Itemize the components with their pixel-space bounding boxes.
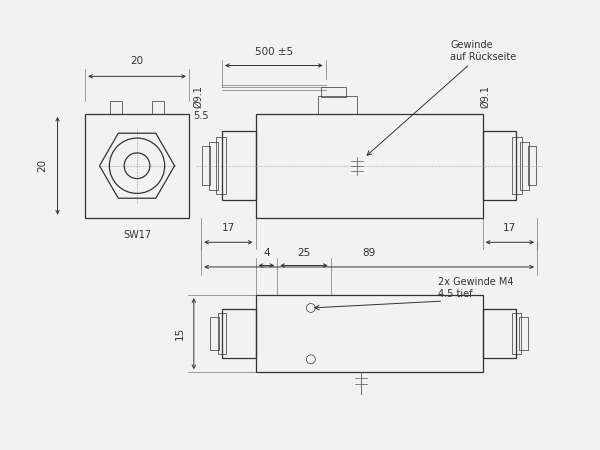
Bar	[85, 114, 189, 218]
Bar	[520, 142, 529, 190]
Bar	[209, 142, 218, 190]
Text: 500 ±5: 500 ±5	[255, 47, 293, 57]
Text: SW17: SW17	[123, 230, 151, 240]
Bar	[110, 101, 122, 114]
Bar	[222, 309, 256, 358]
Bar	[202, 146, 210, 185]
Bar	[519, 317, 528, 351]
Bar	[222, 131, 256, 200]
Bar	[216, 137, 226, 194]
Bar	[483, 309, 516, 358]
Text: 20: 20	[130, 57, 143, 67]
Bar	[218, 313, 226, 355]
Bar	[256, 114, 483, 218]
Text: Ø9.1: Ø9.1	[481, 85, 491, 108]
Text: 89: 89	[362, 248, 376, 258]
Text: 5.5: 5.5	[193, 111, 209, 122]
Bar	[321, 87, 346, 97]
Text: 25: 25	[298, 248, 311, 257]
Bar	[318, 96, 357, 114]
Text: 17: 17	[222, 223, 235, 234]
Text: 20: 20	[38, 159, 47, 172]
Bar	[528, 146, 536, 185]
Bar	[483, 131, 516, 200]
Text: 2x Gewinde M4: 2x Gewinde M4	[438, 277, 514, 287]
Bar	[210, 317, 219, 351]
Text: Gewinde: Gewinde	[450, 40, 493, 50]
Bar	[512, 137, 522, 194]
Text: 4.5 tief: 4.5 tief	[438, 289, 473, 299]
Text: auf Rückseite: auf Rückseite	[450, 52, 517, 62]
Text: 15: 15	[175, 327, 185, 340]
Bar	[256, 295, 483, 372]
Text: 4: 4	[263, 248, 270, 257]
Text: 17: 17	[503, 223, 517, 234]
Bar	[512, 313, 521, 355]
Bar	[152, 101, 164, 114]
Text: Ø9.1: Ø9.1	[193, 85, 203, 108]
